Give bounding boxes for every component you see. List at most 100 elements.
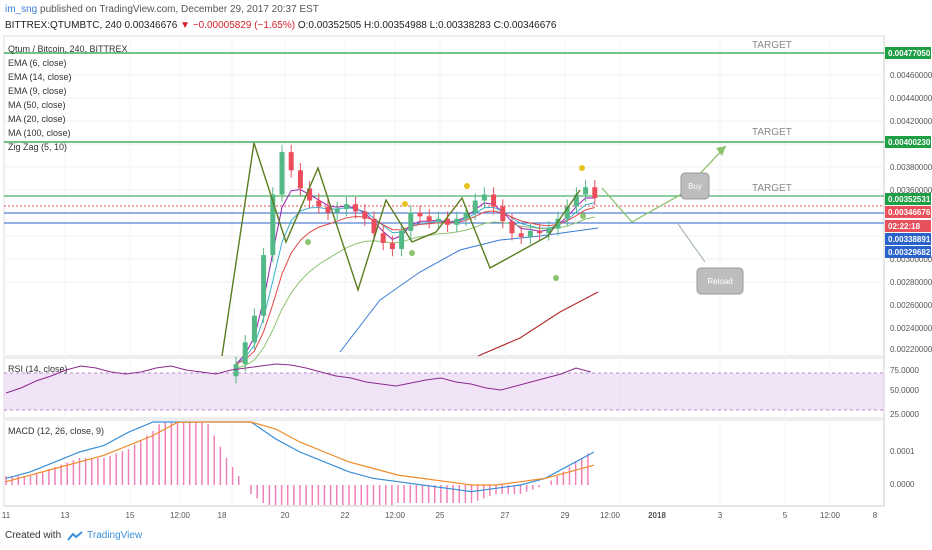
price-label-box [885,246,931,258]
candle-body [472,200,478,213]
time-tick: 12:00 [385,511,406,520]
price-label-text: 0.00338891 [888,235,931,244]
time-tick: 25 [436,511,445,520]
time-tick: 3 [718,511,723,520]
price-label-text: 02:22:18 [888,222,921,231]
candle-body [537,230,543,234]
price-label-text: 0.00400230 [888,138,931,147]
created-with-text: Created with [5,530,62,541]
published-header: im_sng published on TradingView.com, Dec… [5,4,319,15]
candle-body [399,230,405,250]
candle-body [592,187,598,199]
ohlc-values: O:0.00352505 H:0.00354988 L:0.00338283 C… [297,20,557,31]
buy-dot [305,239,311,245]
price-label-box [885,220,931,232]
reload-pointer [677,223,706,263]
candle-body [481,194,487,201]
candle-body [435,218,441,222]
sell-dot [464,183,470,189]
macd-histogram [5,422,589,505]
target-label-3: TARGET [752,183,792,194]
candle-body [555,218,561,229]
price-tick: 0.00380000 [890,163,932,172]
rsi-tick: 25.0000 [890,410,919,419]
time-axis[interactable]: 11 13 15 12:00 18 20 22 12:00 25 27 29 12:00 2018 3 5 1… [2,511,878,520]
zigzag-line [221,142,581,357]
price-label-box [885,233,931,245]
price-tick: 0.00460000 [890,71,932,80]
candle-body [325,206,331,213]
time-tick: 13 [61,511,70,520]
time-tick: 20 [281,511,290,520]
buy-callout[interactable] [680,172,710,200]
sell-dot [579,165,585,171]
price-label-text: 0.00329682 [888,248,931,257]
price-axis[interactable]: 0.00460000 0.00440000 0.00420000 0.00380… [890,71,932,354]
last-price: 0.00346676 [124,20,178,31]
author-link[interactable]: im_sng [5,4,38,15]
candle-body [343,204,349,210]
indicator-legend: Qtum / Bitcoin, 240, BITTREX EMA (6, clo… [8,44,128,152]
legend-ma20[interactable]: MA (20, close) [8,114,66,124]
forecast-arrow[interactable] [601,145,727,223]
time-tick: 18 [218,511,227,520]
rsi-label: RSI (14, close) [8,364,68,374]
legend-symbol: Qtum / Bitcoin, 240, BITTREX [8,44,128,54]
candle-body [500,206,506,222]
candle-body [527,230,533,237]
tradingview-logo-icon [67,530,83,541]
buy-dot [553,275,559,281]
legend-ema9[interactable]: EMA (9, close) [8,86,67,96]
signal-dots [305,165,586,281]
candle-body [297,170,303,189]
sell-dot [402,201,408,207]
time-tick: 15 [126,511,135,520]
price-label-text: 0.00477050 [888,49,931,58]
macd-panel[interactable] [3,419,885,507]
price-tick: 0.00300000 [890,255,932,264]
candle-body [242,342,248,365]
time-tick: 12:00 [600,511,621,520]
buy-dot [580,213,586,219]
candle-body [334,209,340,213]
rsi-line [5,363,592,394]
footer: Created with TradingView [5,530,142,541]
candle-body [546,228,552,234]
time-tick: 12:00 [170,511,191,520]
candle-body [583,187,589,195]
candle-body [564,206,570,219]
candle-body [270,194,276,256]
price-label-text: 0.00346676 [888,208,931,217]
legend-ema6[interactable]: EMA (6, close) [8,58,67,68]
published-text: published on TradingView.com, December 2… [37,4,319,15]
reload-callout[interactable] [696,267,744,295]
candle-body [408,212,414,231]
time-tick: 8 [873,511,878,520]
candle-body [316,200,322,207]
candle-body [417,212,423,217]
candle-body [445,218,451,225]
time-tick: 5 [783,511,788,520]
ema6-line [235,189,595,365]
legend-zigzag[interactable]: Zig Zag (5, 10) [8,142,67,152]
tradingview-brand[interactable]: TradingView [87,530,143,541]
candles [233,144,598,384]
candle-body [362,211,368,219]
time-tick: 27 [501,511,510,520]
ma20-line [235,216,595,369]
legend-ma50[interactable]: MA (50, close) [8,100,66,110]
candle-body [463,212,469,219]
price-label-box [885,193,931,205]
macd-label: MACD (12, 26, close, 9) [8,426,104,436]
candle-body [251,315,257,343]
price-label-box [885,136,931,148]
legend-ma100[interactable]: MA (100, close) [8,128,71,138]
time-tick: 11 [2,511,11,520]
zigzag-indicator [221,142,581,357]
rsi-tick: 50.0000 [890,386,919,395]
price-tick: 0.00220000 [890,345,932,354]
candle-body [279,152,285,195]
legend-ema14[interactable]: EMA (14, close) [8,72,72,82]
candle-body [261,255,267,316]
